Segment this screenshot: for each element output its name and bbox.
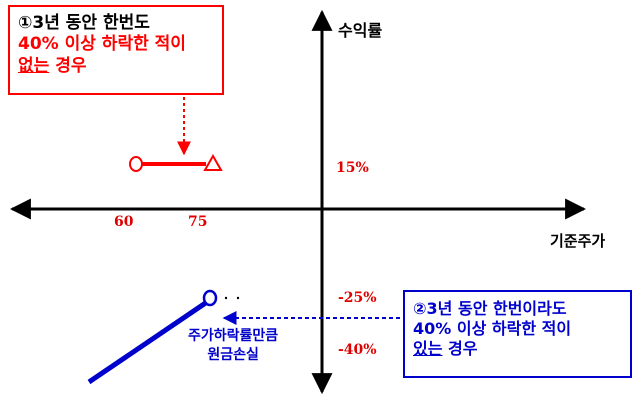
- case1-description-box: ①3년 동안 한번도 40% 이상 하락한 적이 없는 경우: [8, 5, 224, 95]
- y-axis-label: 수익률: [338, 21, 383, 40]
- return-plus15-label: 15%: [336, 160, 369, 176]
- x-axis-label: 기준주가: [550, 232, 606, 250]
- x-tick-60: 60: [114, 214, 134, 230]
- case2-payoff-line: [87, 299, 209, 385]
- case2-line3: 있는 경우: [413, 339, 622, 359]
- principal-loss-label: 주가하락률만큼 원금손실: [188, 327, 278, 365]
- case2-dot-b: [236, 296, 240, 300]
- case1-line1: ①3년 동안 한번도: [18, 13, 150, 33]
- case1-line3-rest: 경우: [49, 55, 87, 76]
- loss-line1: 주가하락률만큼: [188, 328, 279, 344]
- case1-start-marker: [129, 156, 143, 172]
- case1-line2: 40% 이상 하락한 적이: [18, 34, 186, 55]
- case2-marker: [202, 289, 218, 307]
- case2-keyword: 있는: [413, 339, 443, 358]
- return-minus25-label: -25%: [338, 290, 377, 306]
- case2-dot-a: [224, 296, 228, 300]
- loss-line2: 원금손실: [207, 346, 259, 363]
- case1-line3: 없는 경우: [18, 56, 214, 77]
- case2-line1: ②3년 동안 한번이라도: [413, 299, 567, 318]
- case2-line2: 40% 이상 하락한 적이: [413, 319, 572, 338]
- case1-end-marker: [203, 153, 223, 171]
- case2-description-box: ②3년 동안 한번이라도 40% 이상 하락한 적이 있는 경우: [403, 290, 632, 378]
- case1-keyword: 없는: [18, 55, 50, 76]
- case2-line3-rest: 경우: [442, 339, 478, 358]
- return-minus40-label: -40%: [338, 342, 377, 358]
- x-tick-75: 75: [188, 214, 208, 230]
